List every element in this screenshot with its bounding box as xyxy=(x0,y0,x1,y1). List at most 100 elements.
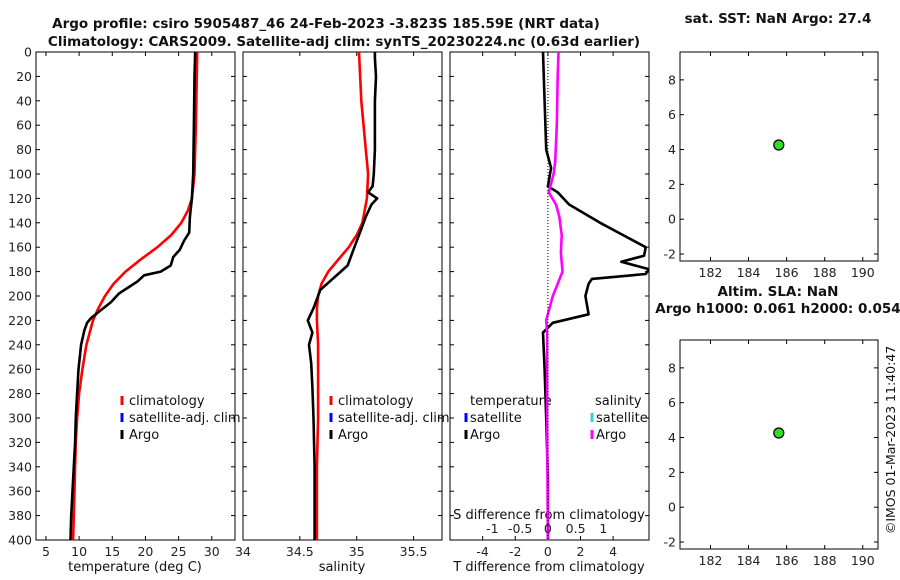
y-tick-label: 140 xyxy=(8,215,32,230)
y-tick-label: 0 xyxy=(668,212,676,227)
chart-marks: 0204060801001201401601802002202402602803… xyxy=(8,45,878,568)
x-tick-label: 188 xyxy=(813,265,837,280)
temperature-axes xyxy=(35,51,236,541)
legend-label-argo: Argo xyxy=(338,428,368,443)
x-tick-label: -2 xyxy=(509,544,521,559)
y-tick-label: 4 xyxy=(668,142,676,157)
legend-label-climatology: climatology xyxy=(338,394,414,409)
x-tick-label: 182 xyxy=(699,265,723,280)
salinity-axes xyxy=(242,51,443,541)
x-tick-label: 182 xyxy=(699,553,723,568)
series-line-argo xyxy=(306,52,379,540)
sla-map-title: Altim. SLA: NaN xyxy=(718,284,839,300)
y-tick-label: -2 xyxy=(664,535,676,550)
sst-map-title: sat. SST: NaN Argo: 27.4 xyxy=(685,11,872,27)
salinity-xlabel: salinity xyxy=(319,560,366,575)
y-tick-label: 60 xyxy=(16,118,32,133)
legend-label-satellite: satellite xyxy=(470,411,522,426)
legend-label-satellite-adj: satellite-adj. clim xyxy=(338,411,450,426)
x-tick-label: 35 xyxy=(349,544,365,559)
sla-map-axes xyxy=(679,339,879,550)
difference-axes xyxy=(449,51,650,541)
x-tick-label: 34.5 xyxy=(286,544,314,559)
y-tick-label: 160 xyxy=(8,240,32,255)
y-tick-label: 2 xyxy=(668,465,676,480)
y-tick-label: 80 xyxy=(16,142,32,157)
difference-legend-temperature: temperature satellite Argo xyxy=(464,394,552,443)
s-diff-tick-label: 1 xyxy=(599,521,607,536)
x-tick-label: 184 xyxy=(737,265,761,280)
y-tick-label: 200 xyxy=(8,289,32,304)
y-tick-label: 380 xyxy=(8,508,32,523)
y-tick-label: 6 xyxy=(668,107,676,122)
x-tick-label: 15 xyxy=(104,544,120,559)
x-tick-label: 35.5 xyxy=(400,544,428,559)
x-tick-label: 0 xyxy=(544,544,552,559)
y-tick-label: 120 xyxy=(8,191,32,206)
legend-label-argo: Argo xyxy=(470,428,500,443)
x-tick-label: 4 xyxy=(609,544,617,559)
y-tick-label: 180 xyxy=(8,264,32,279)
salinity-legend: climatology satellite-adj. clim Argo xyxy=(329,394,450,443)
y-tick-label: 220 xyxy=(8,313,32,328)
y-tick-label: 100 xyxy=(8,167,32,182)
s-diff-tick-label: -0.5 xyxy=(508,521,532,536)
s-diff-tick-label: 0.5 xyxy=(566,521,586,536)
x-tick-label: 20 xyxy=(137,544,153,559)
series-line-argo-temperature-difference xyxy=(541,52,649,540)
x-tick-label: -4 xyxy=(476,544,489,559)
series-line-argo xyxy=(69,52,197,540)
y-tick-label: 300 xyxy=(8,411,32,426)
x-tick-label: 186 xyxy=(775,553,799,568)
float-position-marker xyxy=(773,427,785,439)
y-tick-label: 8 xyxy=(668,360,676,375)
x-tick-label: 5 xyxy=(42,544,50,559)
difference-xlabel: T difference from climatology xyxy=(452,560,645,575)
legend-label-climatology: climatology xyxy=(129,394,205,409)
y-tick-label: 340 xyxy=(8,459,32,474)
y-tick-label: 4 xyxy=(668,430,676,445)
legend-title-temperature: temperature xyxy=(470,394,552,409)
figure-title-line2: Climatology: CARS2009. Satellite-adj cli… xyxy=(48,34,640,50)
y-tick-label: 360 xyxy=(8,484,32,499)
sla-map-title-line2: Argo h1000: 0.061 h2000: 0.054 xyxy=(655,301,900,317)
x-tick-label: 34 xyxy=(235,544,251,559)
y-tick-label: 280 xyxy=(8,386,32,401)
y-tick-label: 260 xyxy=(8,362,32,377)
legend-label-argo: Argo xyxy=(596,428,626,443)
x-tick-label: 25 xyxy=(171,544,187,559)
y-tick-label: 240 xyxy=(8,337,32,352)
legend-label-satellite: satellite xyxy=(596,411,648,426)
y-tick-label: 320 xyxy=(8,435,32,450)
x-tick-label: 2 xyxy=(577,544,585,559)
y-tick-label: 2 xyxy=(668,177,676,192)
series-line-climatology xyxy=(315,52,370,540)
legend-label-argo: Argo xyxy=(129,428,159,443)
float-position-marker xyxy=(773,139,785,151)
y-tick-label: 40 xyxy=(16,93,32,108)
difference-legend-salinity: salinity satellite Argo xyxy=(590,394,648,443)
x-tick-label: 190 xyxy=(851,265,875,280)
s-diff-tick-label: -1 xyxy=(486,521,498,536)
y-tick-label: 400 xyxy=(8,533,32,548)
series-line-argo-salinity-difference xyxy=(544,52,564,540)
legend-title-salinity: salinity xyxy=(595,394,642,409)
y-tick-label: 20 xyxy=(16,69,32,84)
y-tick-label: 0 xyxy=(668,500,676,515)
x-tick-label: 184 xyxy=(737,553,761,568)
figure-title-line1: Argo profile: csiro 5905487_46 24-Feb-20… xyxy=(52,16,600,32)
s-diff-tick-label: 0 xyxy=(544,521,552,536)
x-tick-label: 190 xyxy=(851,553,875,568)
x-tick-label: 186 xyxy=(775,265,799,280)
x-tick-label: 30 xyxy=(204,544,220,559)
legend-label-satellite-adj: satellite-adj. clim xyxy=(129,411,241,426)
temperature-legend: climatology satellite-adj. clim Argo xyxy=(120,394,241,443)
y-tick-label: 6 xyxy=(668,395,676,410)
sst-map-axes xyxy=(679,51,879,262)
x-tick-label: 10 xyxy=(71,544,87,559)
temperature-xlabel: temperature (deg C) xyxy=(68,560,202,575)
x-tick-label: 188 xyxy=(813,553,837,568)
y-tick-label: 8 xyxy=(668,72,676,87)
y-tick-label: -2 xyxy=(664,247,676,262)
